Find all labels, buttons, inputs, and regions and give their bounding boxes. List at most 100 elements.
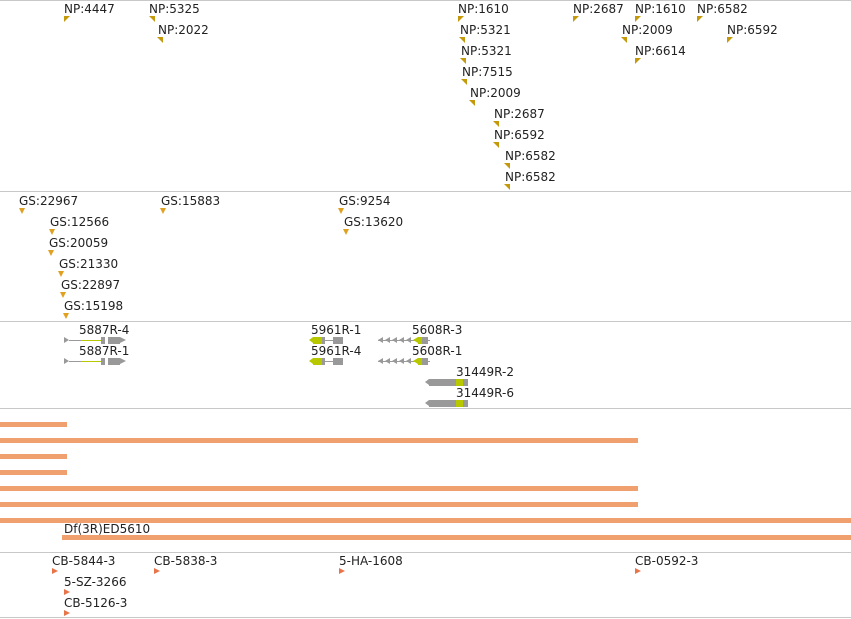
deficiency-bar[interactable] (62, 535, 851, 540)
np-label[interactable]: NP:1610 (635, 2, 686, 16)
gene-start-icon (64, 358, 69, 364)
np-marker-icon[interactable] (635, 16, 641, 22)
gene-label[interactable]: 5961R-4 (311, 344, 362, 358)
gs-label[interactable]: GS:21330 (59, 257, 119, 271)
np-label[interactable]: NP:6582 (505, 149, 556, 163)
np-label[interactable]: NP:6592 (727, 23, 778, 37)
gs-label[interactable]: GS:13620 (344, 215, 404, 229)
cb-marker-icon[interactable] (52, 568, 58, 574)
np-label[interactable]: NP:6592 (494, 128, 545, 142)
gs-marker-icon[interactable] (343, 229, 349, 235)
deficiency-bar[interactable] (0, 486, 638, 491)
cb-marker-icon[interactable] (339, 568, 345, 574)
track-separator-bars-cb (0, 552, 851, 553)
np-label[interactable]: NP:6582 (505, 170, 556, 184)
gene-exon (333, 337, 343, 344)
gene-model[interactable] (378, 337, 430, 344)
cb-label[interactable]: CB-5844-3 (52, 554, 116, 568)
gs-label[interactable]: GS:15883 (161, 194, 221, 208)
deficiency-bar[interactable] (0, 470, 67, 475)
gene-exon (108, 358, 120, 365)
deficiency-bar[interactable] (0, 438, 638, 443)
gs-marker-icon[interactable] (338, 208, 344, 214)
np-label[interactable]: NP:4447 (64, 2, 115, 16)
gene-label[interactable]: 5608R-3 (412, 323, 463, 337)
gs-label[interactable]: GS:15198 (64, 299, 124, 313)
np-label[interactable]: NP:6614 (635, 44, 686, 58)
gene-model[interactable] (425, 379, 469, 386)
np-label[interactable]: NP:6582 (697, 2, 748, 16)
gs-marker-icon[interactable] (48, 250, 54, 256)
np-label[interactable]: NP:5321 (460, 23, 511, 37)
np-marker-icon[interactable] (493, 142, 499, 148)
gs-label[interactable]: GS:22967 (19, 194, 79, 208)
gene-label[interactable]: 5887R-4 (79, 323, 130, 337)
gs-label[interactable]: GS:9254 (339, 194, 391, 208)
np-marker-icon[interactable] (149, 16, 155, 22)
np-marker-icon[interactable] (460, 58, 466, 64)
np-marker-icon[interactable] (635, 58, 641, 64)
np-label[interactable]: NP:2009 (470, 86, 521, 100)
gene-model[interactable] (64, 337, 126, 344)
gene-label[interactable]: 5887R-1 (79, 344, 130, 358)
gs-marker-icon[interactable] (63, 313, 69, 319)
np-marker-icon[interactable] (459, 37, 465, 43)
gs-marker-icon[interactable] (60, 292, 66, 298)
gene-label[interactable]: 31449R-2 (456, 365, 514, 379)
gs-marker-icon[interactable] (19, 208, 25, 214)
track-separator-gs-genes (0, 321, 851, 322)
cb-label[interactable]: 5-SZ-3266 (64, 575, 127, 589)
gs-label[interactable]: GS:22897 (61, 278, 121, 292)
np-label[interactable]: NP:2687 (494, 107, 545, 121)
gene-chevron-icon (385, 358, 390, 364)
np-label[interactable]: NP:7515 (462, 65, 513, 79)
gene-exon (333, 358, 343, 365)
gene-label[interactable]: 5608R-1 (412, 344, 463, 358)
np-marker-icon[interactable] (461, 79, 467, 85)
gene-model[interactable] (425, 400, 469, 407)
cb-marker-icon[interactable] (635, 568, 641, 574)
np-label[interactable]: NP:5325 (149, 2, 200, 16)
np-marker-icon[interactable] (469, 100, 475, 106)
cb-marker-icon[interactable] (154, 568, 160, 574)
cb-label[interactable]: 5-HA-1608 (339, 554, 403, 568)
deficiency-bar[interactable] (0, 422, 67, 427)
gs-marker-icon[interactable] (49, 229, 55, 235)
gene-model[interactable] (64, 358, 126, 365)
np-label[interactable]: NP:1610 (458, 2, 509, 16)
gs-label[interactable]: GS:12566 (50, 215, 110, 229)
np-label[interactable]: NP:2687 (573, 2, 624, 16)
gene-model[interactable] (378, 358, 430, 365)
cb-label[interactable]: CB-5838-3 (154, 554, 218, 568)
gs-marker-icon[interactable] (160, 208, 166, 214)
np-marker-icon[interactable] (64, 16, 70, 22)
gene-label[interactable]: 31449R-6 (456, 386, 514, 400)
gs-marker-icon[interactable] (58, 271, 64, 277)
np-marker-icon[interactable] (621, 37, 627, 43)
np-marker-icon[interactable] (458, 16, 464, 22)
track-separator-genes-bars (0, 408, 851, 409)
deficiency-label[interactable]: Df(3R)ED5610 (64, 522, 151, 536)
cb-marker-icon[interactable] (64, 589, 70, 595)
np-marker-icon[interactable] (573, 16, 579, 22)
gs-label[interactable]: GS:20059 (49, 236, 109, 250)
gene-label[interactable]: 5961R-1 (311, 323, 362, 337)
gene-model[interactable] (309, 337, 347, 344)
cb-label[interactable]: CB-0592-3 (635, 554, 699, 568)
deficiency-bar[interactable] (0, 518, 851, 523)
np-label[interactable]: NP:5321 (461, 44, 512, 58)
np-marker-icon[interactable] (697, 16, 703, 22)
deficiency-bar[interactable] (0, 502, 638, 507)
np-marker-icon[interactable] (157, 37, 163, 43)
np-marker-icon[interactable] (727, 37, 733, 43)
deficiency-bar[interactable] (0, 454, 67, 459)
np-marker-icon[interactable] (493, 121, 499, 127)
np-marker-icon[interactable] (504, 184, 510, 190)
gene-model[interactable] (309, 358, 347, 365)
np-label[interactable]: NP:2009 (622, 23, 673, 37)
gene-start-icon (425, 379, 429, 385)
cb-marker-icon[interactable] (64, 610, 70, 616)
np-marker-icon[interactable] (504, 163, 510, 169)
np-label[interactable]: NP:2022 (158, 23, 209, 37)
cb-label[interactable]: CB-5126-3 (64, 596, 128, 610)
